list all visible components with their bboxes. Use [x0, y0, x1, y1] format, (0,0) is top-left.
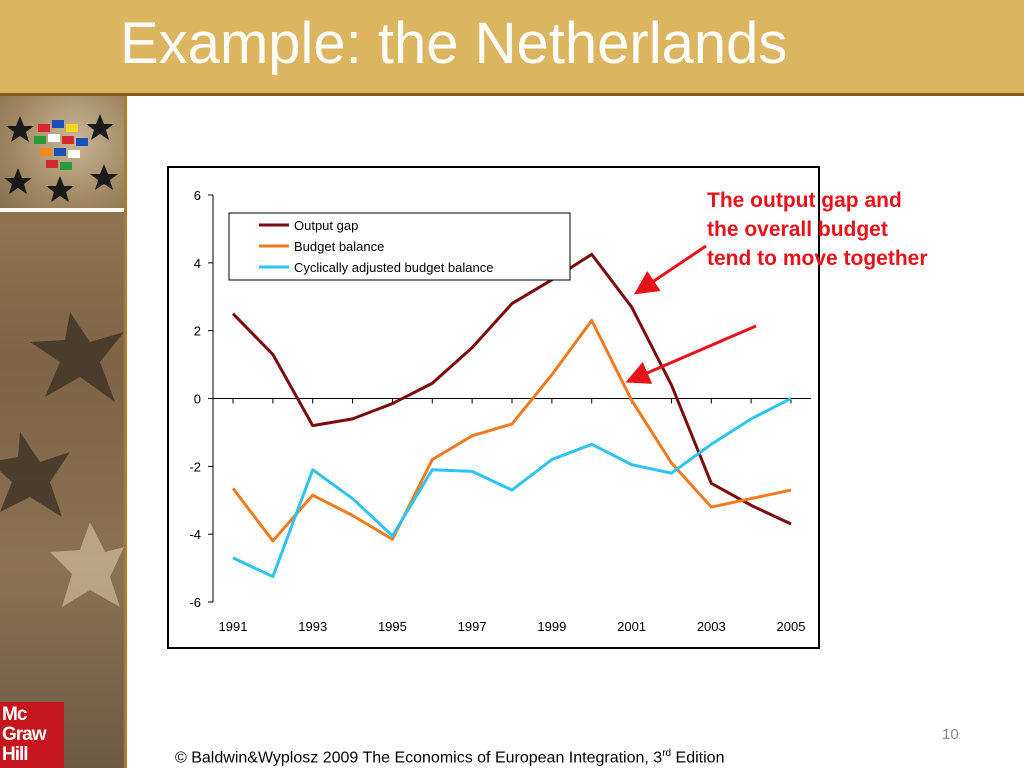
x-tick-label: 2001 [617, 619, 646, 634]
mcgraw-hill-logo: Mc Graw Hill [0, 702, 64, 768]
copyright-footer: © Baldwin&Wyplosz 2009 The Economics of … [175, 748, 724, 767]
y-tick-label: -4 [189, 527, 201, 542]
y-tick-label: 2 [194, 324, 201, 339]
chart-frame: 6 4 2 0 -2 -4 -6 1991 1993 1995 1997 1999 2001 2003 20… [167, 166, 820, 649]
footer-text: © Baldwin&Wyplosz 2009 The Economics of … [175, 749, 663, 767]
y-tick-label: -6 [189, 595, 201, 610]
annotation-line-3: tend to move together [707, 247, 928, 270]
y-tick-label: 0 [194, 392, 201, 407]
series-line [231, 318, 792, 543]
logo-line-3: Hill [2, 744, 29, 765]
annotation-line-2: the overall budget [707, 218, 888, 241]
x-tick-label: 1995 [378, 619, 407, 634]
footer-edition: Edition [671, 749, 725, 767]
slide-title: Example: the Netherlands [120, 11, 788, 76]
logo-line-1: Mc [2, 704, 27, 725]
footer-superscript: rd [662, 748, 672, 759]
x-tick-label: 2003 [697, 619, 726, 634]
page-number: 10 [942, 726, 959, 743]
legend-label: Output gap [294, 218, 358, 233]
x-tick-label: 1993 [298, 619, 327, 634]
legend-label: Budget balance [294, 239, 384, 254]
line-chart: 6 4 2 0 -2 -4 -6 1991 1993 1995 1997 1999 2001 2003 20… [189, 188, 811, 634]
eu-flags-image [0, 96, 124, 212]
series-line [231, 252, 792, 526]
y-tick-label: -2 [189, 459, 201, 474]
x-tick-label: 1991 [219, 619, 248, 634]
y-tick-label: 4 [194, 256, 201, 271]
y-tick-label: 6 [194, 188, 201, 203]
legend-label: Cyclically adjusted budget balance [294, 260, 493, 275]
logo-line-2: Graw [2, 724, 47, 745]
x-tick-label: 1999 [537, 619, 566, 634]
x-tick-label: 1997 [458, 619, 487, 634]
series-line [232, 397, 792, 579]
annotation-text: The output gap and the overall budget te… [707, 186, 1007, 273]
x-tick-label: 2005 [777, 619, 806, 634]
annotation-line-1: The output gap and [707, 189, 902, 212]
sidebar-divider [124, 96, 127, 768]
title-bar: Example: the Netherlands [0, 0, 1024, 96]
